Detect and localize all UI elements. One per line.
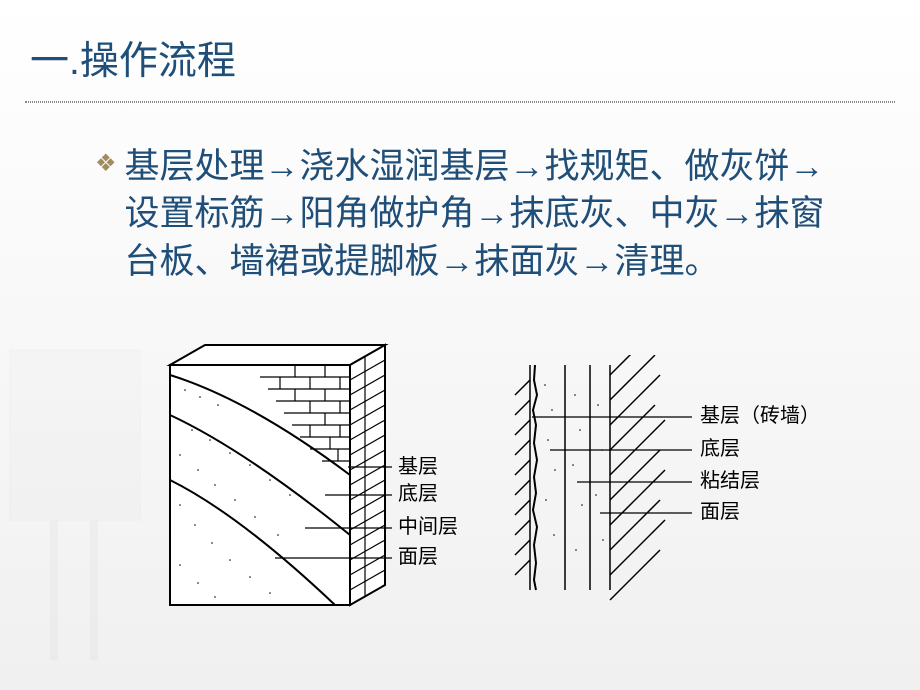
bullet-item: ❖ 基层处理→浇水湿润基层→找规矩、做灰饼→设置标筋→阳角做护角→抹底灰、中灰→… bbox=[95, 143, 840, 285]
left-label-2: 底层 bbox=[398, 482, 438, 505]
left-label-1: 基层 bbox=[398, 455, 438, 478]
left-label-4: 面层 bbox=[398, 546, 438, 568]
slide-title: 一.操作流程 bbox=[0, 0, 920, 86]
process-flow-text: 基层处理→浇水湿润基层→找规矩、做灰饼→设置标筋→阳角做护角→抹底灰、中灰→抹窗… bbox=[125, 143, 840, 285]
left-label-3: 中间层 bbox=[398, 515, 458, 538]
background-sign-decoration bbox=[0, 310, 150, 660]
right-label-2: 底层 bbox=[700, 437, 740, 460]
diamond-bullet-icon: ❖ bbox=[95, 149, 117, 178]
right-label-3: 粘结层 bbox=[700, 469, 760, 492]
content-area: ❖ 基层处理→浇水湿润基层→找规矩、做灰饼→设置标筋→阳角做护角→抹底灰、中灰→… bbox=[0, 103, 920, 285]
wall-cross-section-diagram: 基层（砖墙） 底层 粘结层 面层 bbox=[510, 355, 820, 605]
right-label-1: 基层（砖墙） bbox=[700, 404, 820, 427]
right-label-4: 面层 bbox=[700, 501, 740, 523]
diagram-area: 基层 底层 中间层 面层 bbox=[150, 335, 830, 615]
wall-isometric-diagram: 基层 底层 中间层 面层 bbox=[150, 335, 490, 615]
